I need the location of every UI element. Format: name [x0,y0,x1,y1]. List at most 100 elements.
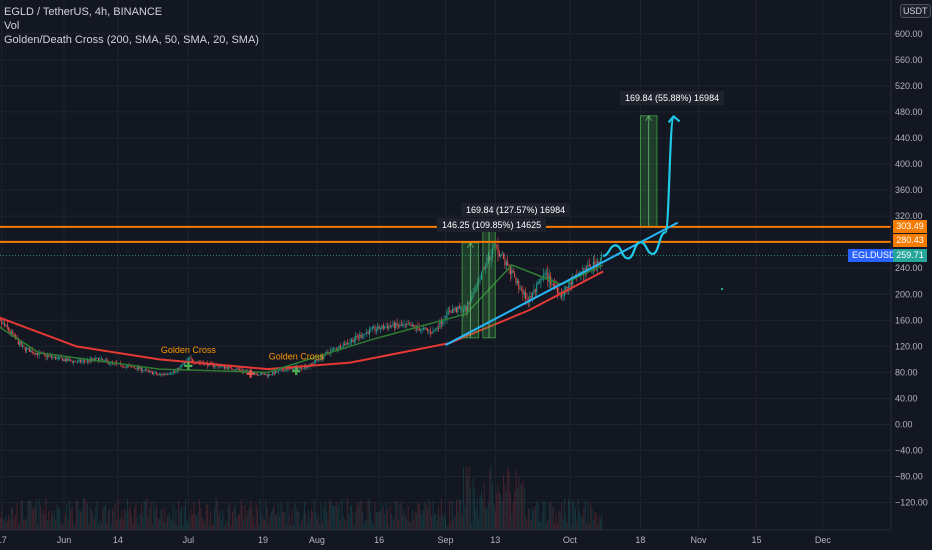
candle-body [364,333,366,335]
volume-bar [91,510,93,530]
candle-body [547,272,549,282]
volume-bar [45,498,47,530]
time-axis-tick-label: Jul [183,535,195,545]
candle-body [348,342,350,344]
volume-bar [127,498,129,530]
price-axis-tick-label: 600.00 [895,29,923,39]
candle-body [458,306,460,309]
volume-bar [194,514,196,530]
candle-body [46,355,48,358]
candle-body [233,369,235,371]
candle-body [56,357,58,360]
golden-death-cross-indicator-label[interactable]: Golden/Death Cross (200, SMA, 50, SMA, 2… [4,34,259,46]
price-axis-tick-label: 40.00 [895,393,918,403]
volume-bar [525,515,527,530]
candle-body [525,291,527,299]
candle-body [493,244,495,249]
volume-bar [541,513,543,530]
volume-bar [328,499,330,530]
volume-bar [28,500,30,530]
time-axis-tick-label: 16 [374,535,384,545]
candle-body [353,339,355,343]
candle-body [30,350,32,353]
volume-bar [176,524,178,530]
candle-body [522,289,524,295]
volume-bar [319,524,321,530]
candle-body [317,359,319,361]
candle-body [409,324,411,326]
candle-body [335,348,337,350]
volume-bar [259,498,261,530]
candle-body [516,280,518,284]
candle-body [391,325,393,327]
volume-bar [494,510,496,530]
volume-bar [273,505,275,530]
candle-body [457,306,459,313]
volume-bar [584,500,586,530]
symbol-price-tag: EGLDUSDT [848,249,906,262]
candle-body [230,366,232,369]
candle-body [479,279,481,281]
volume-bar [550,501,552,530]
volume-bar [237,514,239,530]
volume-bar [157,519,159,530]
candle-body [125,366,127,368]
volume-bar [23,519,25,530]
volume-bar [476,498,478,530]
candle-body [74,361,76,363]
volume-bar [451,501,453,530]
candle-body [33,352,35,354]
candle-body [180,364,182,367]
volume-bar [309,519,311,530]
volume-bar [599,518,601,530]
volume-bar [197,510,199,530]
candle-body [404,324,406,326]
volume-bar [572,499,574,530]
candle-body [380,328,382,330]
volume-bar [146,498,148,530]
symbol-title[interactable]: EGLD / TetherUS, 4h, BINANCE [4,6,163,18]
candle-body [393,322,395,329]
candle-body [450,311,452,313]
volume-bar [99,520,101,530]
candle-body [515,277,517,284]
volume-bar [444,518,446,530]
candle-body [418,328,420,331]
candle-body [581,271,583,272]
volume-bar [286,525,288,530]
candle-body [292,367,294,370]
volume-bar [583,506,585,530]
time-axis-tick-label: Aug [309,535,325,545]
volume-bar [302,513,304,530]
volume-bar [265,499,267,530]
volume-bar [225,520,227,530]
volume-indicator-label[interactable]: Vol [4,20,20,32]
volume-bar [562,518,564,530]
volume-bar [179,511,181,530]
volume-bar [388,525,390,530]
candle-body [563,290,565,296]
candle-body [100,358,102,360]
volume-bar [9,519,11,530]
volume-bar [51,511,53,530]
price-axis[interactable] [891,0,932,530]
volume-bar [147,516,149,530]
time-axis[interactable] [0,530,932,550]
candle-body [491,248,493,257]
candle-body [236,368,238,370]
candle-body [163,373,165,375]
volume-bar [62,525,64,530]
candle-body [274,371,276,374]
currency-button[interactable]: USDT [900,4,931,18]
volume-bar [447,525,449,530]
volume-bar [12,506,14,530]
candle-body [225,367,227,369]
volume-bar [421,515,423,530]
candle-body [496,245,498,247]
volume-bar [46,520,48,530]
volume-bar [222,510,224,530]
volume-bar [77,502,79,530]
candle-body [392,322,394,326]
candle-body [48,355,50,357]
